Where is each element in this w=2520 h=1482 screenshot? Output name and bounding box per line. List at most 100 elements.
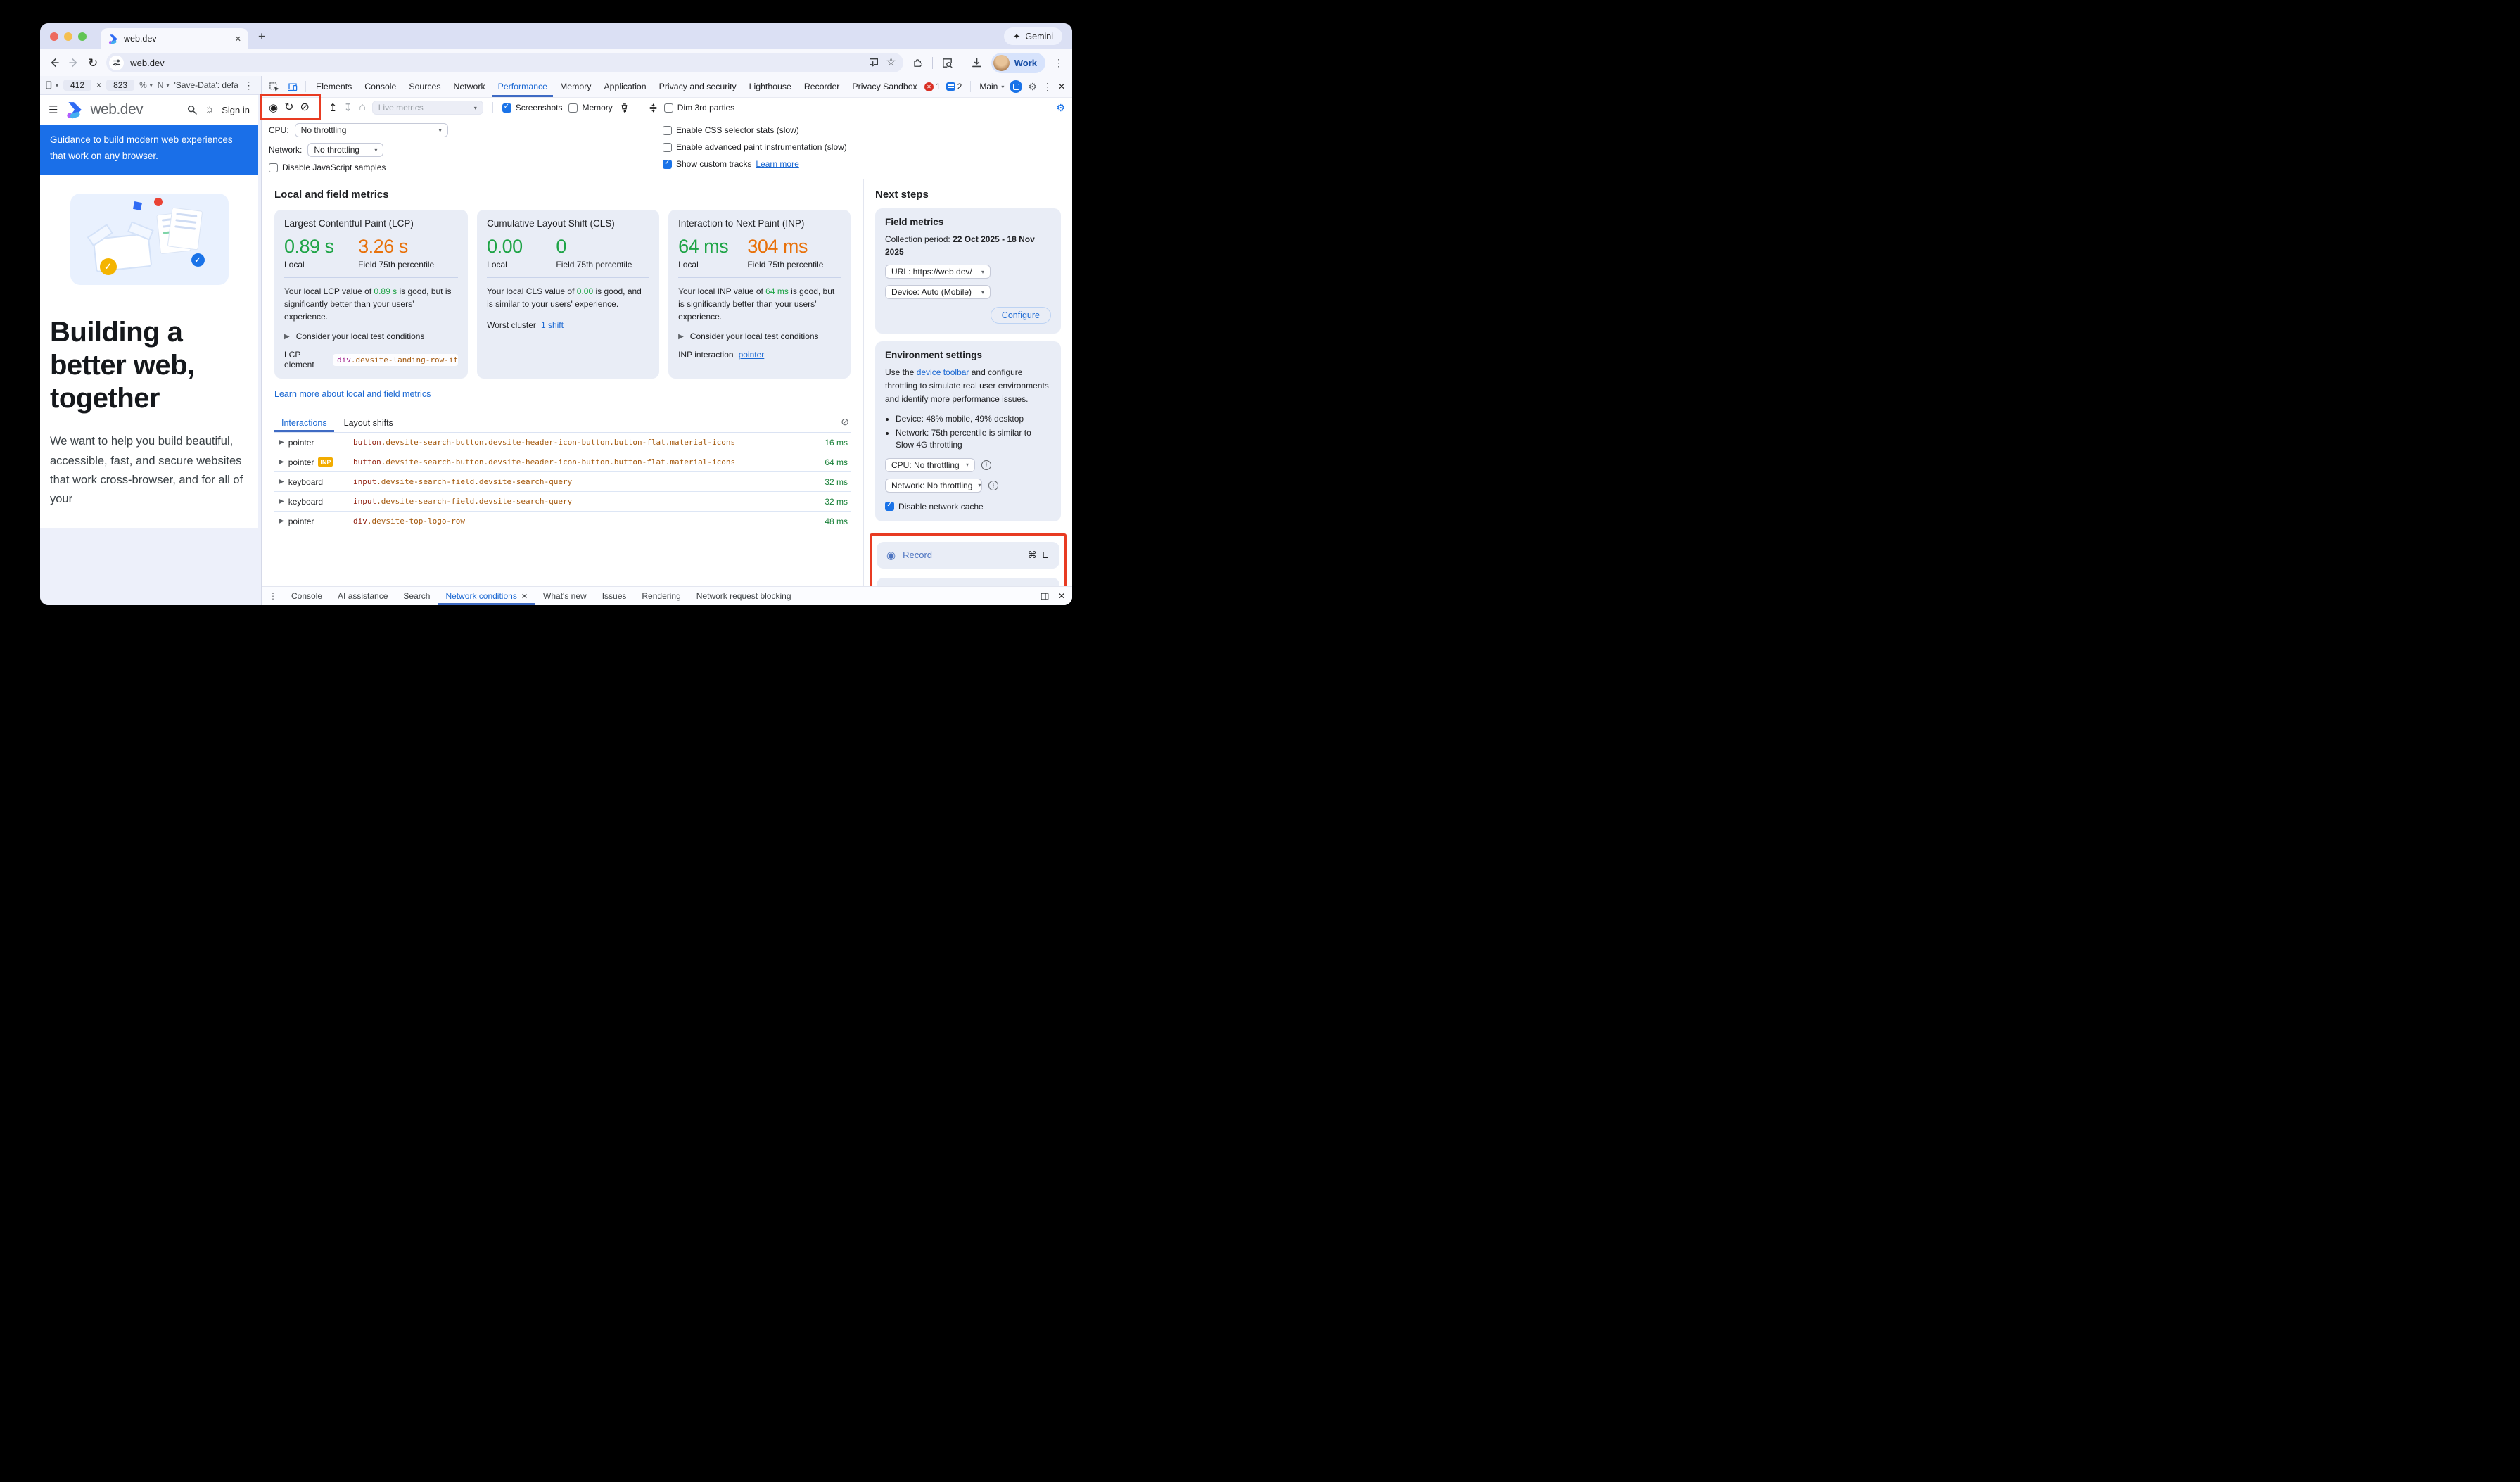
clear-interactions-icon[interactable]: ⊘ xyxy=(841,416,849,428)
close-window-button[interactable] xyxy=(50,32,58,41)
record-reload-icon[interactable]: ↻ xyxy=(284,102,293,113)
tab-sources[interactable]: Sources xyxy=(403,76,446,97)
context-select[interactable]: Main ▾ xyxy=(979,82,1004,91)
tab-performance[interactable]: Performance xyxy=(492,76,553,97)
drawer-menu-icon[interactable]: ⋮ xyxy=(269,591,277,601)
extensions-icon[interactable] xyxy=(912,57,924,69)
back-button[interactable] xyxy=(49,57,60,68)
downloads-icon[interactable] xyxy=(971,57,983,69)
panel-settings-gear-icon[interactable]: ⚙ xyxy=(1056,103,1065,113)
minimize-window-button[interactable] xyxy=(64,32,72,41)
sign-in-link[interactable]: Sign in xyxy=(222,105,250,115)
cpu-info-icon[interactable]: i xyxy=(981,460,991,470)
row-expand-icon[interactable]: ▶ xyxy=(279,458,284,466)
forward-button[interactable] xyxy=(68,57,79,68)
inp-interaction-link[interactable]: pointer xyxy=(739,350,765,360)
row-expand-icon[interactable]: ▶ xyxy=(279,498,284,505)
drawer-tab-issues[interactable]: Issues xyxy=(595,587,634,605)
throttle-select[interactable]: N ▾ xyxy=(158,80,170,90)
metrics-learn-more-link[interactable]: Learn more about local and field metrics xyxy=(274,389,431,399)
device-toolbar-menu-icon[interactable]: ⋮ xyxy=(243,80,253,91)
row-expand-icon[interactable]: ▶ xyxy=(279,438,284,446)
screenshots-checkbox[interactable]: Screenshots xyxy=(502,103,563,113)
tab-interactions[interactable]: Interactions xyxy=(274,414,334,432)
memory-checkbox[interactable]: Memory xyxy=(568,103,612,113)
drawer-tab-network-conditions[interactable]: Network conditions ✕ xyxy=(438,587,535,605)
drawer-tab-console[interactable]: Console xyxy=(284,587,329,605)
tab-recorder[interactable]: Recorder xyxy=(798,76,846,97)
split-panel-icon[interactable] xyxy=(1040,592,1050,601)
device-toolbar-link[interactable]: device toolbar xyxy=(917,367,969,377)
env-cpu-select[interactable]: CPU: No throttling ▾ xyxy=(885,458,975,472)
browser-menu-icon[interactable]: ⋮ xyxy=(1054,57,1064,69)
table-row[interactable]: ▶pointerINP button.devsite-search-button… xyxy=(274,452,851,472)
site-settings-icon[interactable] xyxy=(109,56,124,70)
bookmark-star-icon[interactable]: ☆ xyxy=(886,57,896,68)
custom-tracks-learn-more-link[interactable]: Learn more xyxy=(756,159,798,169)
dim-third-parties-checkbox[interactable]: Dim 3rd parties xyxy=(664,103,734,113)
network-throttle-select[interactable]: No throttling ▾ xyxy=(307,143,383,157)
devtools-close-icon[interactable]: ✕ xyxy=(1058,82,1065,91)
drawer-close-icon[interactable]: ✕ xyxy=(1058,592,1065,600)
device-select[interactable]: ▾ xyxy=(46,81,58,89)
issues-badge[interactable]: 2 xyxy=(946,82,962,91)
css-selector-stats-checkbox[interactable]: Enable CSS selector stats (slow) xyxy=(663,125,847,135)
profile-chip[interactable]: Work xyxy=(991,53,1045,73)
address-bar[interactable]: web.dev ☆ xyxy=(106,53,903,72)
tab-lighthouse[interactable]: Lighthouse xyxy=(744,76,797,97)
tab-privacy-sandbox[interactable]: Privacy Sandbox xyxy=(846,76,922,97)
clear-icon[interactable]: ⊘ xyxy=(300,102,310,113)
custom-tracks-checkbox[interactable]: Show custom tracks Learn more xyxy=(663,159,847,169)
table-row[interactable]: ▶keyboard input.devsite-search-field.dev… xyxy=(274,472,851,492)
drawer-tab-close-icon[interactable]: ✕ xyxy=(521,592,528,601)
record-and-reload-button[interactable]: ↻ Record and reload ⌘ ⇧ E xyxy=(877,578,1059,586)
tab-memory[interactable]: Memory xyxy=(554,76,597,97)
table-row[interactable]: ▶pointer button.devsite-search-button.de… xyxy=(274,433,851,452)
theme-toggle-icon[interactable]: ☼ xyxy=(205,104,215,115)
record-icon[interactable]: ◉ xyxy=(269,103,278,113)
load-profile-icon[interactable]: ↥ xyxy=(329,103,338,113)
row-expand-icon[interactable]: ▶ xyxy=(279,517,284,525)
env-network-select[interactable]: Network: No throttling ▾ xyxy=(885,479,982,493)
collapse-panel-icon[interactable] xyxy=(649,103,658,113)
configure-button[interactable]: Configure xyxy=(991,307,1051,324)
cpu-throttle-select[interactable]: No throttling ▾ xyxy=(295,123,448,137)
maximize-window-button[interactable] xyxy=(78,32,87,41)
tab-console[interactable]: Console xyxy=(359,76,402,97)
device-status-icon[interactable] xyxy=(1010,80,1022,93)
table-row[interactable]: ▶pointer div.devsite-top-logo-row 48 ms xyxy=(274,512,851,531)
zoom-select[interactable]: % ▾ xyxy=(139,80,153,90)
new-tab-button[interactable]: + xyxy=(258,30,265,44)
disable-js-samples-checkbox[interactable]: Disable JavaScript samples xyxy=(269,163,663,172)
advanced-paint-checkbox[interactable]: Enable advanced paint instrumentation (s… xyxy=(663,142,847,152)
lcp-element-link[interactable]: div.devsite-landing-row-ite… xyxy=(333,354,458,366)
drawer-tab-ai-assistance[interactable]: AI assistance xyxy=(331,587,395,605)
row-expand-icon[interactable]: ▶ xyxy=(279,478,284,486)
collect-garbage-icon[interactable] xyxy=(619,103,630,113)
lcp-test-conditions-expander[interactable]: ▶ Consider your local test conditions xyxy=(284,331,458,341)
tab-elements[interactable]: Elements xyxy=(310,76,357,97)
worst-cluster-link[interactable]: 1 shift xyxy=(541,320,564,330)
search-tabs-icon[interactable] xyxy=(941,57,953,69)
inspect-element-icon[interactable] xyxy=(266,78,283,95)
tab-layout-shifts[interactable]: Layout shifts xyxy=(337,414,400,432)
save-profile-icon[interactable]: ↧ xyxy=(343,103,352,113)
network-info-icon[interactable]: i xyxy=(988,481,998,490)
install-app-icon[interactable] xyxy=(868,57,879,68)
tab-application[interactable]: Application xyxy=(598,76,651,97)
record-button[interactable]: ◉ Record ⌘ E xyxy=(877,542,1059,569)
errors-badge[interactable]: ✕ 1 xyxy=(924,82,941,91)
hamburger-menu-icon[interactable]: ☰ xyxy=(49,103,58,116)
devtools-menu-icon[interactable]: ⋮ xyxy=(1043,81,1052,93)
drawer-tab-rendering[interactable]: Rendering xyxy=(635,587,687,605)
drawer-tab-network-request-blocking[interactable]: Network request blocking xyxy=(689,587,798,605)
table-row[interactable]: ▶keyboard input.devsite-search-field.dev… xyxy=(274,492,851,512)
drawer-tab-search[interactable]: Search xyxy=(396,587,437,605)
page-search-icon[interactable] xyxy=(186,104,198,115)
inp-test-conditions-expander[interactable]: ▶ Consider your local test conditions xyxy=(678,331,841,341)
drawer-tab-whats-new[interactable]: What's new xyxy=(536,587,594,605)
tab-network[interactable]: Network xyxy=(448,76,491,97)
home-icon[interactable]: ⌂ xyxy=(359,102,366,113)
gemini-button[interactable]: ✦ Gemini xyxy=(1004,27,1062,45)
viewport-width-input[interactable]: 412 xyxy=(63,80,91,91)
